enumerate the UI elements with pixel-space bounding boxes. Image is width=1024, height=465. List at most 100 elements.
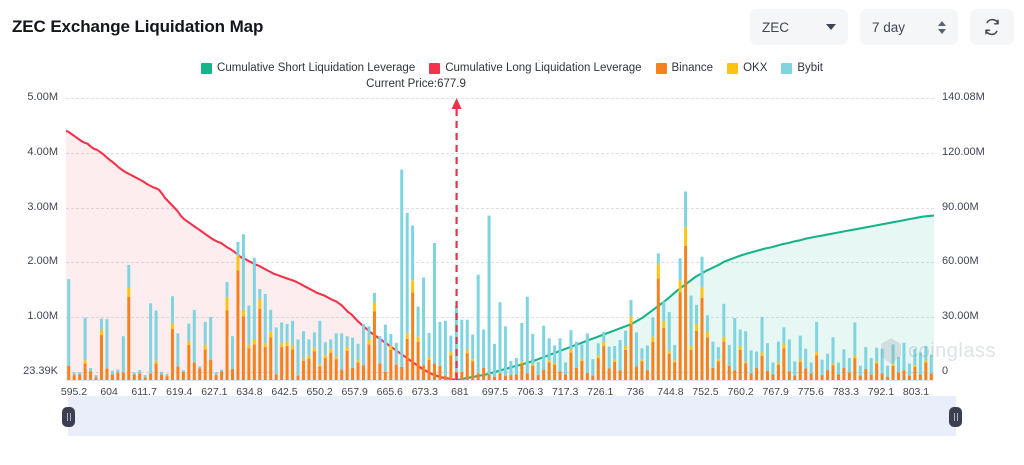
bar-segment-binance[interactable] xyxy=(711,367,715,380)
bar-segment-bybit[interactable] xyxy=(225,281,229,298)
bar-segment-bybit[interactable] xyxy=(907,363,911,376)
bar-segment-okx[interactable] xyxy=(427,356,431,360)
bar-segment-binance[interactable] xyxy=(738,349,742,380)
bar-segment-bybit[interactable] xyxy=(853,322,857,356)
bar-segment-binance[interactable] xyxy=(836,374,840,380)
bar-segment-bybit[interactable] xyxy=(662,301,666,321)
bar-segment-binance[interactable] xyxy=(793,375,797,380)
bar-segment-binance[interactable] xyxy=(771,374,775,380)
bar-segment-bybit[interactable] xyxy=(684,191,688,228)
bar-segment-bybit[interactable] xyxy=(929,354,933,374)
bar-segment-bybit[interactable] xyxy=(836,362,840,375)
bar-segment-bybit[interactable] xyxy=(820,359,824,376)
bar-segment-okx[interactable] xyxy=(241,309,245,317)
bar-segment-okx[interactable] xyxy=(651,336,655,342)
bar-segment-bybit[interactable] xyxy=(220,369,224,372)
bar-segment-okx[interactable] xyxy=(334,356,338,360)
bar-segment-okx[interactable] xyxy=(705,331,709,338)
bar-segment-binance[interactable] xyxy=(176,366,180,380)
bar-segment-binance[interactable] xyxy=(165,376,169,380)
bar-segment-binance[interactable] xyxy=(929,373,933,380)
bar-segment-binance[interactable] xyxy=(733,370,737,380)
bar-segment-bybit[interactable] xyxy=(258,289,262,299)
bar-segment-okx[interactable] xyxy=(329,349,333,353)
bar-segment-bybit[interactable] xyxy=(705,315,709,332)
bar-segment-bybit[interactable] xyxy=(542,325,546,370)
bar-segment-okx[interactable] xyxy=(798,359,802,362)
bar-segment-binance[interactable] xyxy=(198,368,202,380)
bar-segment-bybit[interactable] xyxy=(241,234,245,310)
bar-segment-okx[interactable] xyxy=(307,355,311,359)
bar-segment-bybit[interactable] xyxy=(149,303,153,374)
bar-segment-okx[interactable] xyxy=(389,346,393,350)
bar-segment-binance[interactable] xyxy=(700,297,704,380)
bar-segment-binance[interactable] xyxy=(618,370,622,380)
bar-segment-bybit[interactable] xyxy=(733,318,737,371)
bar-segment-bybit[interactable] xyxy=(405,212,409,334)
bar-segment-okx[interactable] xyxy=(301,358,305,361)
bar-segment-binance[interactable] xyxy=(640,361,644,380)
bar-segment-bybit[interactable] xyxy=(902,342,906,371)
bar-segment-binance[interactable] xyxy=(744,363,748,380)
bar-segment-okx[interactable] xyxy=(695,324,699,331)
bar-segment-binance[interactable] xyxy=(716,361,720,380)
bar-segment-bybit[interactable] xyxy=(378,336,382,364)
bar-segment-bybit[interactable] xyxy=(329,339,333,350)
bar-segment-bybit[interactable] xyxy=(176,333,180,367)
bar-segment-bybit[interactable] xyxy=(301,331,305,359)
bar-segment-binance[interactable] xyxy=(67,365,71,380)
bar-segment-binance[interactable] xyxy=(913,366,917,380)
bar-segment-okx[interactable] xyxy=(662,320,666,328)
bar-segment-binance[interactable] xyxy=(875,363,879,380)
bar-segment-binance[interactable] xyxy=(897,372,901,380)
bar-segment-binance[interactable] xyxy=(411,292,415,380)
bar-segment-bybit[interactable] xyxy=(83,317,87,361)
bar-segment-okx[interactable] xyxy=(203,344,207,350)
bar-segment-binance[interactable] xyxy=(831,365,835,380)
bar-segment-binance[interactable] xyxy=(209,359,213,380)
bar-segment-bybit[interactable] xyxy=(389,333,393,347)
bar-segment-binance[interactable] xyxy=(351,367,355,380)
bar-segment-binance[interactable] xyxy=(760,355,764,380)
bar-segment-okx[interactable] xyxy=(782,343,786,349)
bar-segment-bybit[interactable] xyxy=(312,332,316,348)
bar-segment-bybit[interactable] xyxy=(105,319,109,369)
bar-segment-bybit[interactable] xyxy=(880,348,884,374)
bar-segment-okx[interactable] xyxy=(580,358,584,361)
bar-segment-bybit[interactable] xyxy=(372,292,376,303)
bar-segment-binance[interactable] xyxy=(662,327,666,380)
bar-segment-okx[interactable] xyxy=(678,280,682,293)
bar-segment-bybit[interactable] xyxy=(897,356,901,373)
bar-segment-binance[interactable] xyxy=(127,296,131,380)
bar-segment-bybit[interactable] xyxy=(307,339,311,356)
bar-segment-binance[interactable] xyxy=(667,353,671,380)
bar-segment-binance[interactable] xyxy=(285,346,289,380)
bar-segment-binance[interactable] xyxy=(362,365,366,380)
bar-segment-binance[interactable] xyxy=(460,371,464,380)
bar-segment-binance[interactable] xyxy=(312,351,316,381)
bar-segment-bybit[interactable] xyxy=(192,309,196,363)
bar-segment-bybit[interactable] xyxy=(127,264,131,288)
bar-segment-binance[interactable] xyxy=(427,359,431,380)
bar-segment-binance[interactable] xyxy=(782,348,786,380)
bar-segment-binance[interactable] xyxy=(602,346,606,380)
bar-segment-binance[interactable] xyxy=(509,375,513,380)
bar-segment-bybit[interactable] xyxy=(591,359,595,376)
legend-item-bybit[interactable]: Bybit xyxy=(781,62,823,74)
bar-segment-okx[interactable] xyxy=(924,360,928,363)
bar-segment-bybit[interactable] xyxy=(553,345,557,364)
bar-segment-binance[interactable] xyxy=(476,373,480,380)
bar-segment-bybit[interactable] xyxy=(858,365,862,376)
bar-segment-okx[interactable] xyxy=(640,359,644,362)
bar-segment-binance[interactable] xyxy=(498,373,502,380)
bar-segment-okx[interactable] xyxy=(624,346,628,350)
bar-segment-okx[interactable] xyxy=(684,227,688,246)
bar-segment-binance[interactable] xyxy=(673,362,677,380)
bar-segment-bybit[interactable] xyxy=(607,346,611,369)
bar-segment-bybit[interactable] xyxy=(438,321,442,366)
bar-segment-bybit[interactable] xyxy=(634,332,638,367)
bar-segment-binance[interactable] xyxy=(105,368,109,380)
bar-segment-bybit[interactable] xyxy=(596,343,600,356)
bar-segment-binance[interactable] xyxy=(842,367,846,380)
bar-segment-okx[interactable] xyxy=(367,340,371,345)
